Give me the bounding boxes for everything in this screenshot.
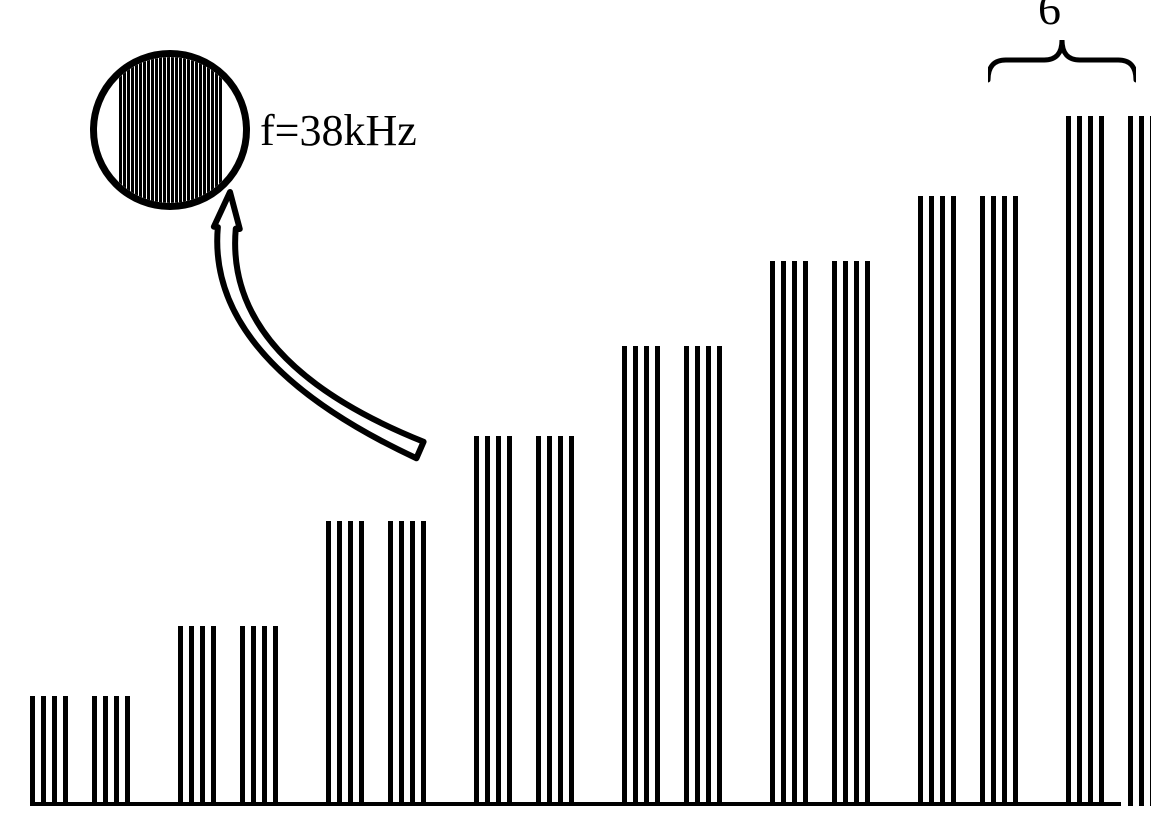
carrier-line [41,696,46,806]
carrier-line [929,196,934,806]
pulse-cluster [622,346,660,806]
carrier-line [337,521,342,806]
carrier-line [843,261,848,806]
step-group [770,261,870,806]
carrier-line [348,521,353,806]
pulse-cluster [178,626,216,806]
carrier-line [410,521,415,806]
carrier-line [507,436,512,806]
carrier-line [262,626,267,806]
carrier-line [706,346,711,806]
step-group [30,696,130,806]
pulse-cluster [536,436,574,806]
pulse-cluster [388,521,426,806]
carrier-line [273,626,278,806]
carrier-line [547,436,552,806]
pulse-cluster [240,626,278,806]
step-group [326,521,426,806]
carrier-line [388,521,393,806]
carrier-line [485,436,490,806]
carrier-line [865,261,870,806]
carrier-line [125,696,130,806]
baseline [30,802,1121,806]
carrier-line [1002,196,1007,806]
pulse-cluster [326,521,364,806]
carrier-line [178,626,183,806]
carrier-line [832,261,837,806]
carrier-line [655,346,660,806]
carrier-line [918,196,923,806]
pulse-cluster [1128,116,1151,806]
carrier-line [421,521,426,806]
frequency-label: f=38kHz [260,105,417,156]
magnifier-carrier-lines [97,57,243,203]
carrier-line [103,696,108,806]
carrier-line [114,696,119,806]
carrier-line [536,436,541,806]
carrier-line [644,346,649,806]
carrier-line [240,626,245,806]
pulse-cluster [30,696,68,806]
brace-bracket [988,40,1136,90]
step-group [178,626,278,806]
step-group [1066,116,1151,806]
carrier-line [717,346,722,806]
brace-label: 6 [1038,0,1061,35]
pulse-cluster [918,196,956,806]
carrier-line [633,346,638,806]
step-group [474,436,574,806]
carrier-line [1013,196,1018,806]
carrier-line [326,521,331,806]
pulse-cluster [1066,116,1104,806]
carrier-line [496,436,501,806]
carrier-line [92,696,97,806]
pulse-cluster [684,346,722,806]
carrier-line [940,196,945,806]
carrier-line [1128,116,1133,806]
carrier-line [781,261,786,806]
carrier-line [695,346,700,806]
carrier-line [854,261,859,806]
pulse-cluster [832,261,870,806]
pulse-cluster [92,696,130,806]
carrier-line [1088,116,1093,806]
carrier-line [569,436,574,806]
carrier-line [211,626,216,806]
carrier-line [251,626,256,806]
carrier-line [30,696,35,806]
carrier-line [1139,116,1144,806]
carrier-line [200,626,205,806]
carrier-line [684,346,689,806]
diagram-container: f=38kHz 6 [30,30,1121,806]
step-group [622,346,722,806]
carrier-line [63,696,68,806]
carrier-line [189,626,194,806]
carrier-line [770,261,775,806]
carrier-line [951,196,956,806]
carrier-line [980,196,985,806]
step-group [918,196,1018,806]
carrier-line [803,261,808,806]
carrier-line [52,696,57,806]
carrier-line [1077,116,1082,806]
carrier-line [792,261,797,806]
carrier-line [558,436,563,806]
carrier-line [622,346,627,806]
carrier-line [1066,116,1071,806]
pulse-cluster [980,196,1018,806]
carrier-line [1099,116,1104,806]
carrier-line [991,196,996,806]
carrier-line [399,521,404,806]
carrier-line [359,521,364,806]
pulse-cluster [770,261,808,806]
magnifier-circle [90,50,250,210]
